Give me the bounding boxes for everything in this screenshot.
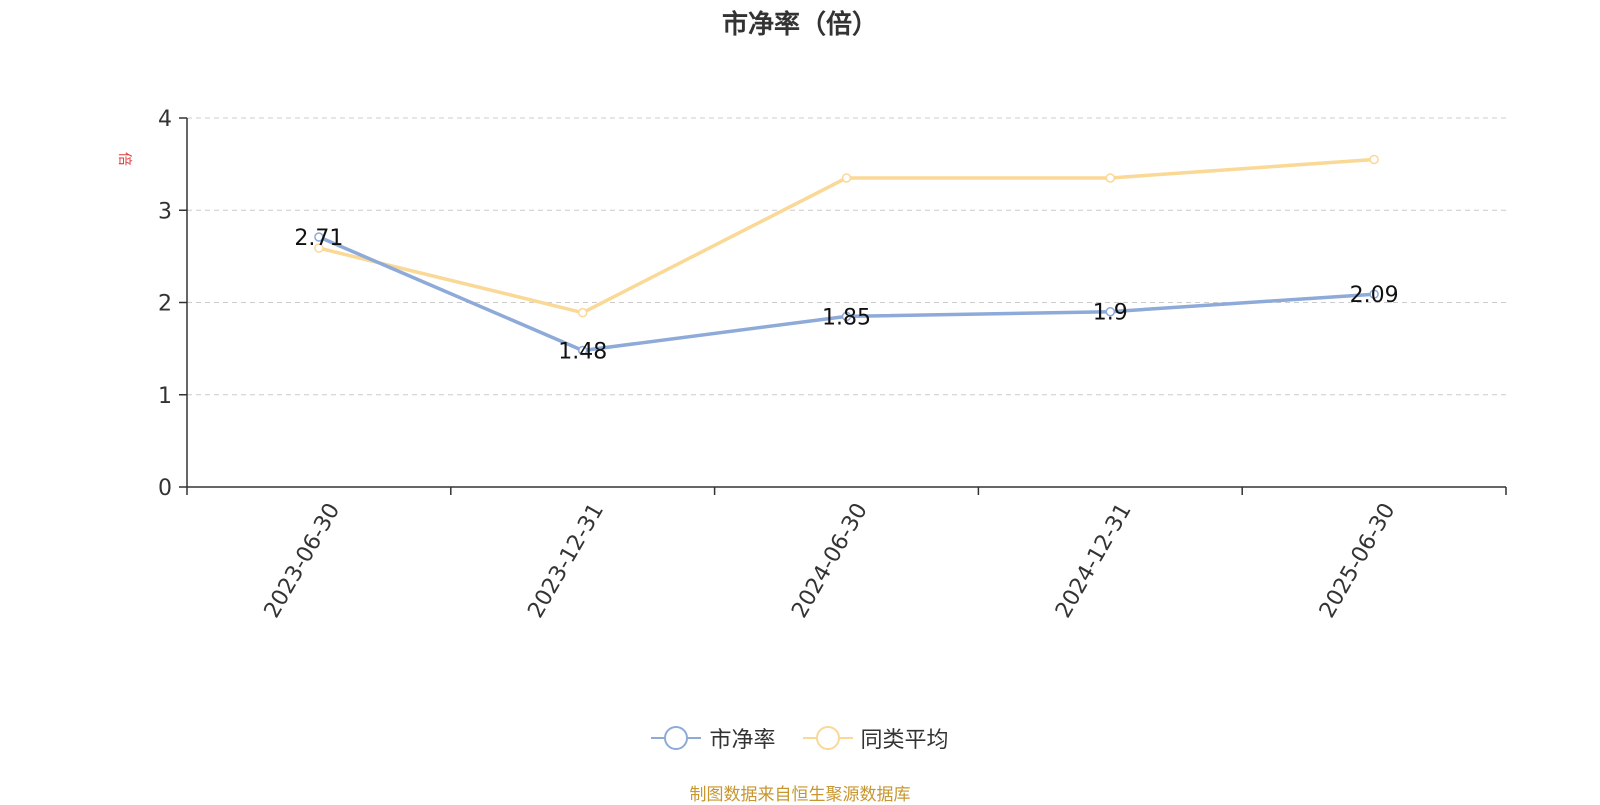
- x-tick-label: 2024-06-30: [787, 499, 873, 622]
- y-tick-label: 4: [158, 107, 172, 132]
- data-source-note: 制图数据来自恒生聚源数据库: [689, 785, 911, 805]
- legend: 市净率 同类平均: [0, 722, 1600, 756]
- data-label: 2.09: [1350, 283, 1399, 308]
- data-point: [577, 345, 588, 356]
- legend-item-pb[interactable]: 市净率: [651, 722, 776, 754]
- data-label: 2.71: [294, 226, 343, 251]
- y-tick-label: 1: [158, 384, 172, 409]
- data-point: [577, 307, 588, 318]
- series-line: [317, 235, 1376, 353]
- x-tick-label: 2024-12-31: [1051, 499, 1137, 622]
- y-tick-label: 3: [158, 199, 172, 224]
- chart-title: 市净率（倍）: [721, 10, 878, 40]
- x-tick-label: 2025-06-30: [1315, 499, 1401, 622]
- data-label: 1.9: [1093, 301, 1128, 326]
- data-label: 1.48: [558, 339, 607, 364]
- data-point: [841, 311, 852, 322]
- x-tick-label: 2023-12-31: [523, 499, 609, 622]
- data-point: [841, 173, 852, 183]
- data-point: [314, 243, 324, 253]
- legend-item-peer-avg[interactable]: 同类平均: [802, 722, 949, 754]
- legend-label-peer-avg: 同类平均: [860, 728, 949, 753]
- legend-label-pb: 市净率: [709, 728, 776, 753]
- data-labels: 2.71 1.48 1.85 1.9 2.09: [294, 226, 1398, 364]
- data-label: 1.85: [822, 305, 871, 330]
- y-tick-label: 0: [158, 476, 172, 501]
- y-tick-label: 2: [158, 292, 172, 317]
- data-point: [1105, 306, 1116, 317]
- series-lines: [314, 154, 1379, 356]
- data-point: [314, 232, 324, 242]
- x-tick-label: 2023-06-30: [260, 499, 346, 622]
- data-point: [1369, 289, 1379, 299]
- legend-swatch-peer-avg: [802, 726, 853, 750]
- legend-swatch-pb: [651, 726, 702, 750]
- grid-lines: [187, 117, 1506, 396]
- data-point: [1105, 173, 1116, 183]
- data-point: [1369, 154, 1379, 165]
